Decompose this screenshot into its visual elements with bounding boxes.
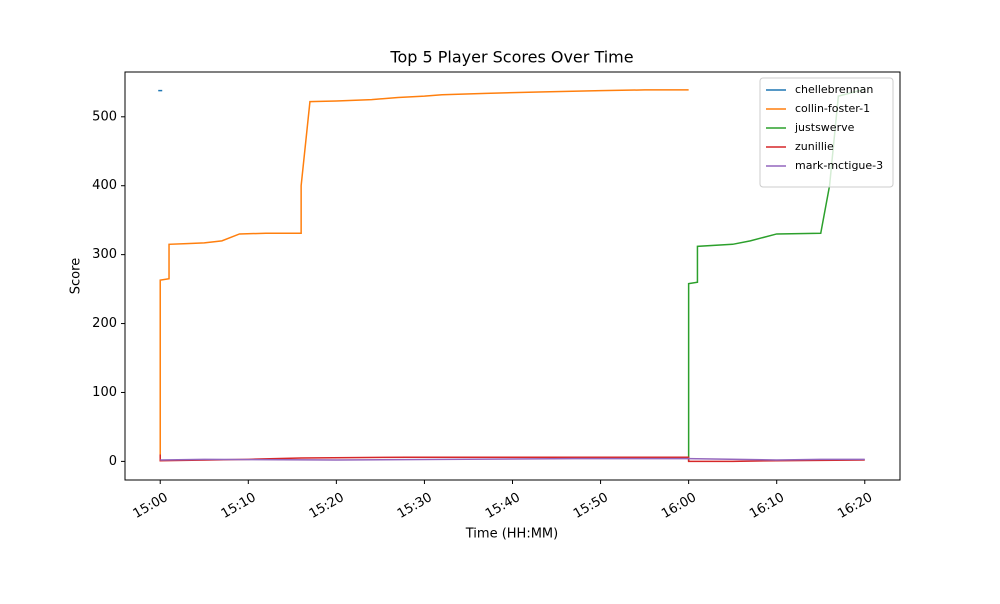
series-line — [159, 89, 689, 458]
x-tick-label: 16:20 — [835, 490, 875, 522]
y-axis-label: Score — [69, 258, 84, 294]
legend-label: collin-foster-1 — [795, 102, 870, 115]
x-tick-label: 15:30 — [395, 490, 435, 522]
legend-label: zunillie — [795, 140, 834, 153]
y-tick-label: 500 — [92, 109, 117, 124]
legend-label: chellebrennan — [795, 83, 873, 96]
plot-frame — [124, 71, 901, 481]
x-axis-label: Time (HH:MM) — [465, 527, 558, 542]
y-tick-label: 300 — [92, 247, 117, 262]
chart-title: Top 5 Player Scores Over Time — [389, 48, 633, 67]
y-tick-label: 0 — [109, 454, 117, 469]
x-tick-label: 15:10 — [219, 490, 259, 522]
legend-label: mark-mctigue-3 — [795, 159, 883, 172]
y-tick-label: 200 — [92, 316, 117, 331]
x-tick-label: 15:50 — [571, 490, 611, 522]
y-tick-label: 400 — [92, 178, 117, 193]
x-tick-label: 16:00 — [659, 490, 699, 522]
x-tick-label: 15:40 — [483, 490, 523, 522]
x-tick-label: 15:00 — [131, 490, 171, 522]
legend-box — [759, 77, 894, 188]
series-line — [160, 457, 865, 461]
legend-label: justswerve — [794, 121, 855, 134]
x-tick-label: 15:20 — [307, 490, 347, 522]
x-tick-label: 16:10 — [747, 490, 787, 522]
y-tick-label: 100 — [92, 385, 117, 400]
